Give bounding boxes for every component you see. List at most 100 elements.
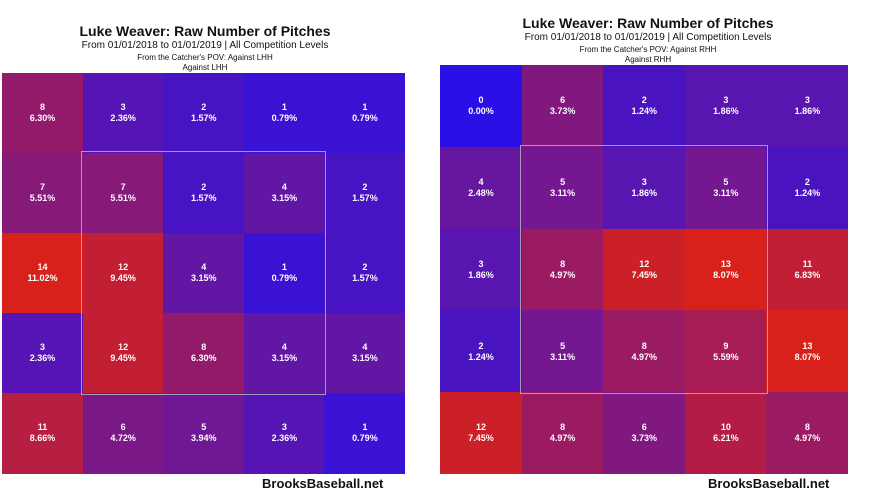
cell-percent: 2.36%: [29, 353, 56, 364]
cell-percent: 2.48%: [468, 187, 494, 198]
cell-percent: 7.45%: [468, 433, 494, 444]
heatmap-cell: 8 6.30%: [2, 73, 84, 154]
cell-count: 14: [37, 262, 48, 273]
cell-percent: 5.59%: [713, 351, 739, 362]
cell-count: 3: [804, 95, 810, 106]
cell-percent: 1.86%: [713, 106, 739, 117]
heatmap-cell: 2 1.57%: [324, 233, 406, 314]
strike-zone-grid: 0 0.00% 6 3.73% 2 1.24% 3 1.86% 3 1.86% 4 2.48% 5 3.1…: [440, 65, 849, 475]
cell-percent: 8.07%: [794, 351, 821, 362]
cell-count: 1: [281, 262, 287, 273]
cell-percent: 3.11%: [550, 187, 576, 198]
cell-percent: 3.11%: [713, 187, 739, 198]
heatmap-cell: 3 2.36%: [2, 313, 84, 394]
heatmap-cell: 2 1.24%: [603, 65, 686, 148]
cell-percent: 0.79%: [271, 113, 298, 124]
chart-subtitle: From 01/01/2018 to 01/01/2019 | All Comp…: [81, 40, 329, 51]
heatmap-cell: 10 6.21%: [684, 392, 767, 475]
cell-percent: 8.07%: [713, 269, 739, 280]
chart-title: Luke Weaver: Raw Number of Pitches: [522, 15, 774, 31]
heatmap-cell: 3 1.86%: [766, 65, 849, 148]
heatmap-cell: 3 1.86%: [603, 146, 686, 230]
cell-percent: 0.79%: [352, 433, 378, 444]
cell-count: 13: [802, 340, 813, 351]
heatmap-panel-lhh: Luke Weaver: Raw Number of Pitches From …: [0, 0, 410, 493]
cell-count: 4: [281, 342, 287, 353]
cell-count: 1: [362, 422, 368, 433]
cell-percent: 2.36%: [110, 113, 136, 124]
credit-label: BrooksBaseball.net: [708, 476, 830, 491]
cell-count: 5: [201, 422, 207, 433]
cell-count: 5: [560, 176, 566, 187]
heatmap-cell: 2 1.24%: [440, 310, 523, 393]
heatmap-cell: 2 1.57%: [324, 153, 406, 234]
cell-count: 7: [120, 182, 126, 193]
heatmap-cell: 12 7.45%: [440, 392, 523, 475]
cell-percent: 1.57%: [352, 273, 378, 284]
cell-count: 8: [560, 422, 566, 433]
cell-percent: 1.24%: [631, 106, 657, 117]
cell-count: 2: [362, 262, 368, 273]
cell-count: 3: [478, 258, 484, 269]
chart-note-pov: From the Catcher's POV: Against RHH: [579, 45, 717, 54]
cell-percent: 6.21%: [713, 433, 739, 444]
heatmap-cell: 7 5.51%: [2, 153, 84, 234]
heatmap-cell: 14 11.02%: [2, 233, 84, 314]
chart-note-hand: Against RHH: [624, 55, 672, 64]
cell-percent: 3.15%: [271, 193, 298, 204]
heatmap-cell: 9 5.59%: [684, 310, 767, 393]
heatmap-cell: 4 3.15%: [324, 313, 406, 394]
cell-count: 4: [478, 176, 484, 187]
heatmap-panel-rhh: Luke Weaver: Raw Number of Pitches From …: [438, 0, 858, 493]
heatmap-cell: 13 8.07%: [684, 228, 767, 311]
heatmap-cell: 12 7.45%: [603, 228, 686, 311]
cell-count: 7: [40, 182, 46, 193]
cell-count: 3: [281, 422, 287, 433]
heatmap-cell: 0 0.00%: [440, 65, 523, 148]
cell-count: 1: [362, 102, 368, 113]
heatmap-cell: 8 4.97%: [521, 392, 604, 475]
cell-count: 12: [118, 262, 129, 273]
heatmap-cell: 8 6.30%: [163, 313, 245, 394]
cell-percent: 2.36%: [271, 433, 298, 444]
cell-percent: 4.97%: [794, 433, 821, 444]
cell-percent: 1.24%: [794, 187, 821, 198]
cell-percent: 0.00%: [468, 106, 494, 117]
cell-count: 9: [723, 340, 729, 351]
cell-count: 2: [201, 102, 207, 113]
cell-percent: 1.24%: [468, 351, 494, 362]
heatmap-cell: 11 8.66%: [2, 393, 84, 474]
cell-count: 6: [641, 422, 647, 433]
cell-percent: 1.86%: [794, 106, 821, 117]
heatmap-cell: 8 4.97%: [766, 392, 849, 475]
cell-percent: 5.51%: [29, 193, 56, 204]
cell-count: 13: [720, 258, 731, 269]
cell-percent: 3.15%: [352, 353, 378, 364]
cell-count: 12: [476, 422, 487, 433]
cell-percent: 3.94%: [190, 433, 217, 444]
cell-count: 6: [120, 422, 126, 433]
cell-count: 2: [478, 340, 484, 351]
cell-percent: 4.97%: [631, 351, 657, 362]
heatmap-cell: 6 3.73%: [521, 65, 604, 148]
heatmap-cell: 12 9.45%: [82, 233, 164, 314]
cell-count: 3: [40, 342, 46, 353]
heatmap-cell: 3 2.36%: [82, 73, 164, 154]
heatmap-cell: 5 3.11%: [684, 146, 767, 230]
heatmap-cell: 1 0.79%: [243, 73, 325, 154]
heatmap-cell: 1 0.79%: [324, 73, 406, 154]
heatmap-cell: 3 1.86%: [684, 65, 767, 148]
cell-percent: 0.79%: [352, 113, 378, 124]
cell-count: 4: [201, 262, 207, 273]
cell-percent: 3.11%: [550, 351, 576, 362]
heatmap-cell: 4 3.15%: [243, 153, 325, 234]
cell-percent: 3.15%: [271, 353, 298, 364]
cell-count: 8: [201, 342, 207, 353]
heatmap-cell: 11 6.83%: [766, 228, 849, 311]
heatmap-cell: 12 9.45%: [82, 313, 164, 394]
cell-count: 6: [560, 95, 566, 106]
heatmap-cell: 7 5.51%: [82, 153, 164, 234]
cell-percent: 4.72%: [110, 433, 136, 444]
cell-percent: 7.45%: [631, 269, 657, 280]
cell-percent: 0.79%: [271, 273, 298, 284]
